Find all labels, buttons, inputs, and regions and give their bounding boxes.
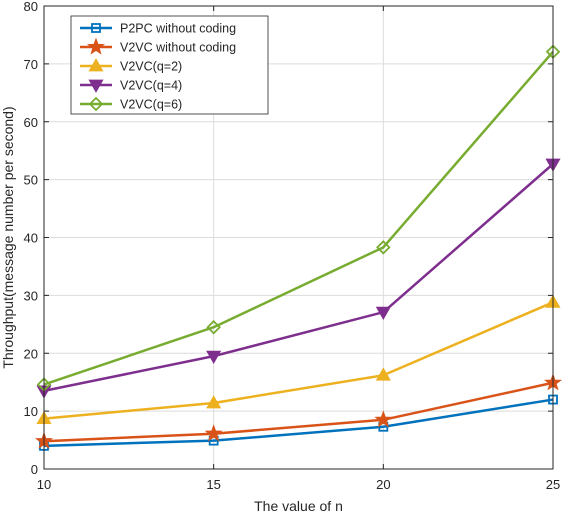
y-axis-title: Throughput(message number per second) <box>0 106 16 368</box>
data-point <box>204 424 223 442</box>
x-tick-label: 20 <box>376 477 390 492</box>
legend-marker <box>88 79 104 93</box>
legend-label: V2VC without coding <box>120 41 236 55</box>
series-line <box>43 381 554 443</box>
data-point <box>375 306 391 320</box>
legend-box <box>70 15 269 115</box>
legend-marker <box>86 37 106 55</box>
y-tick-label: 20 <box>24 346 38 361</box>
legend-label: P2PC without coding <box>120 22 236 36</box>
legend-marker <box>88 58 104 72</box>
legend-entry: V2VC(q=4) <box>80 79 182 93</box>
legend-marker <box>88 96 104 112</box>
series-line <box>43 301 554 420</box>
y-tick-label: 30 <box>24 288 38 303</box>
data-point <box>206 319 221 335</box>
y-tick-label: 70 <box>24 57 38 72</box>
y-tick-label: 80 <box>24 0 38 14</box>
x-tick-label: 25 <box>546 477 560 492</box>
legend-marker <box>91 23 101 33</box>
data-point <box>206 395 222 409</box>
x-tick-label: 15 <box>206 477 220 492</box>
legend-entry: V2VC(q=2) <box>80 58 182 74</box>
x-axis-title: The value of n <box>254 498 343 514</box>
grid <box>43 5 554 470</box>
y-tick-label: 40 <box>24 231 38 246</box>
series-line <box>43 50 554 386</box>
legend: P2PC without coding V2VC without coding V2… <box>70 15 269 115</box>
y-tick-label: 50 <box>24 173 38 188</box>
y-tick-label: 60 <box>24 115 38 130</box>
legend-label: V2VC(q=2) <box>120 60 182 74</box>
legend-entry: V2VC without coding <box>80 37 236 55</box>
x-tick-label: 10 <box>37 477 51 492</box>
legend-entry: V2VC(q=6) <box>80 96 182 112</box>
data-point <box>376 240 391 255</box>
legend-entry: P2PC without coding <box>80 22 236 36</box>
data-point <box>375 367 391 381</box>
series-line <box>43 398 554 448</box>
y-tick-label: 0 <box>31 462 38 477</box>
data-point <box>206 350 222 364</box>
legend-label: V2VC(q=4) <box>120 79 182 93</box>
legend-label: V2VC(q=6) <box>120 98 182 112</box>
series-line <box>43 163 554 393</box>
series-3 <box>36 294 561 425</box>
y-tick-label: 10 <box>24 404 38 419</box>
data-point <box>374 410 393 428</box>
